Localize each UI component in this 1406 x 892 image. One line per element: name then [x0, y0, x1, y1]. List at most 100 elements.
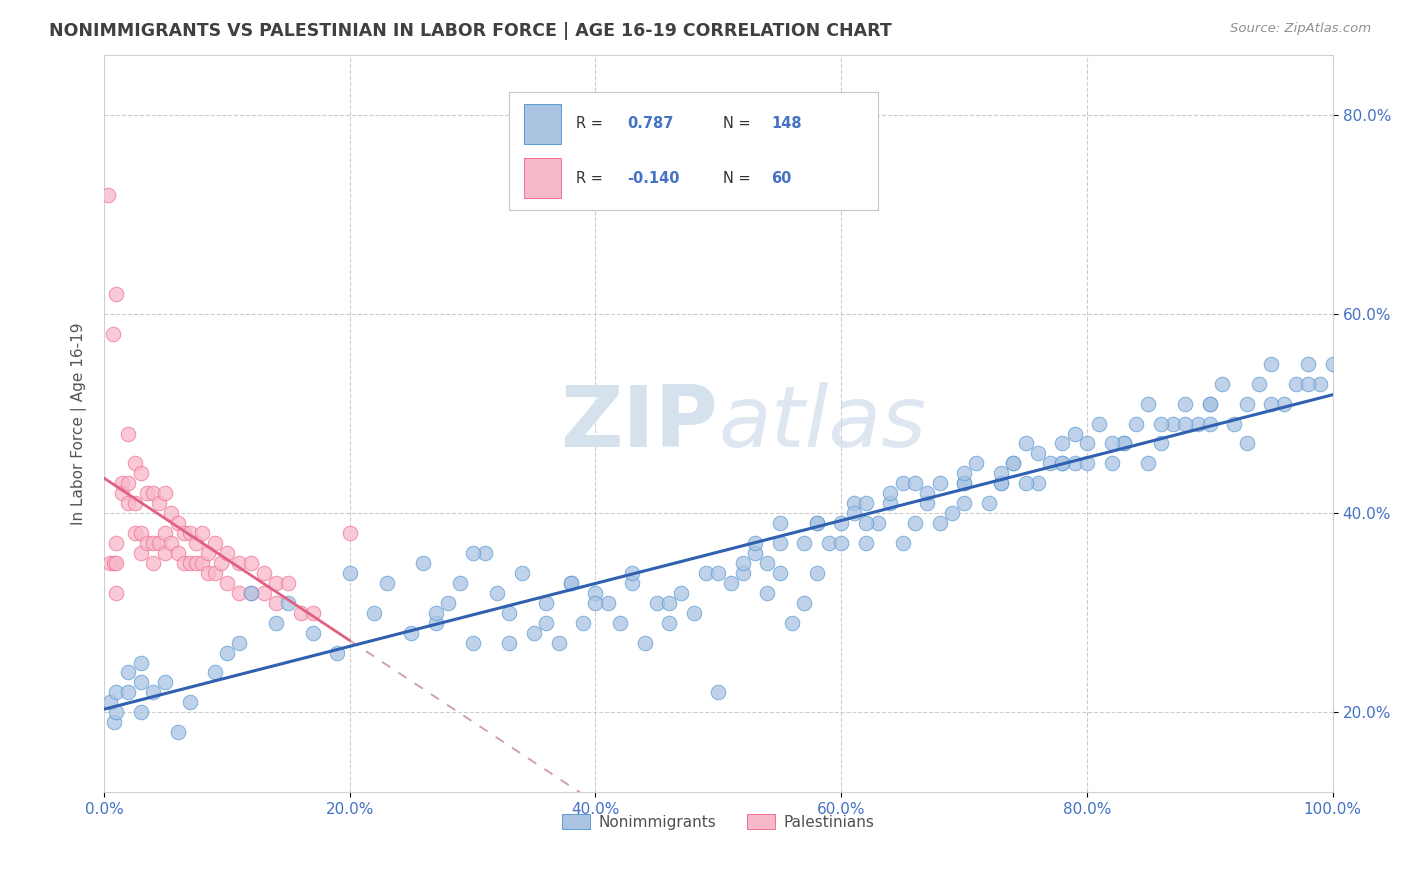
Point: [184, 536, 207, 550]
Point: [658, 615, 681, 630]
Point: [658, 596, 681, 610]
Point: [425, 606, 447, 620]
Point: [915, 496, 938, 510]
Point: [523, 625, 546, 640]
Point: [842, 496, 865, 510]
Point: [645, 596, 668, 610]
Point: [179, 556, 201, 570]
Point: [1247, 376, 1270, 391]
Point: [1236, 397, 1258, 411]
Point: [111, 476, 134, 491]
Point: [449, 575, 471, 590]
Point: [891, 536, 914, 550]
Point: [1199, 417, 1222, 431]
Point: [191, 526, 214, 541]
Text: NONIMMIGRANTS VS PALESTINIAN IN LABOR FORCE | AGE 16-19 CORRELATION CHART: NONIMMIGRANTS VS PALESTINIAN IN LABOR FO…: [49, 22, 891, 40]
Point: [842, 506, 865, 520]
Legend: Nonimmigrants, Palestinians: Nonimmigrants, Palestinians: [555, 808, 880, 836]
Point: [301, 625, 323, 640]
Point: [461, 546, 484, 560]
Point: [339, 566, 361, 580]
Point: [1187, 417, 1209, 431]
Point: [148, 536, 170, 550]
Point: [215, 546, 238, 560]
Point: [806, 516, 828, 530]
Point: [572, 615, 595, 630]
Point: [124, 496, 146, 510]
Point: [633, 635, 655, 649]
Point: [204, 665, 226, 680]
Point: [1101, 436, 1123, 450]
Point: [879, 496, 901, 510]
Point: [953, 476, 976, 491]
Point: [264, 596, 287, 610]
Point: [264, 615, 287, 630]
Point: [301, 606, 323, 620]
Point: [103, 556, 125, 570]
Point: [117, 476, 139, 491]
Point: [124, 456, 146, 470]
Point: [155, 526, 177, 541]
Point: [756, 556, 779, 570]
Point: [1076, 456, 1098, 470]
Point: [1137, 397, 1160, 411]
Point: [160, 506, 183, 520]
Point: [215, 646, 238, 660]
Point: [135, 486, 157, 500]
Point: [375, 575, 398, 590]
Point: [117, 665, 139, 680]
Point: [240, 586, 263, 600]
Point: [253, 566, 276, 580]
Point: [756, 586, 779, 600]
Point: [105, 685, 128, 699]
Point: [101, 326, 124, 341]
Point: [277, 596, 299, 610]
Point: [105, 536, 128, 550]
Point: [339, 526, 361, 541]
Point: [155, 675, 177, 690]
Point: [240, 556, 263, 570]
Point: [731, 556, 754, 570]
Point: [148, 496, 170, 510]
Point: [105, 287, 128, 301]
Point: [129, 675, 152, 690]
Point: [1052, 436, 1074, 450]
Point: [990, 467, 1012, 481]
Point: [695, 566, 717, 580]
Point: [1052, 456, 1074, 470]
Point: [129, 526, 152, 541]
Point: [103, 715, 125, 730]
Point: [547, 635, 569, 649]
Point: [720, 575, 742, 590]
Point: [769, 536, 792, 550]
Point: [928, 516, 950, 530]
Point: [621, 575, 644, 590]
Point: [105, 586, 128, 600]
Point: [1174, 397, 1197, 411]
Point: [1026, 476, 1049, 491]
Point: [363, 606, 385, 620]
Point: [155, 486, 177, 500]
Text: atlas: atlas: [718, 382, 927, 465]
Point: [135, 536, 157, 550]
Point: [173, 556, 195, 570]
Point: [1260, 397, 1282, 411]
Point: [461, 635, 484, 649]
Point: [1236, 436, 1258, 450]
Point: [1150, 417, 1173, 431]
Point: [142, 536, 165, 550]
Point: [437, 596, 460, 610]
Point: [1150, 436, 1173, 450]
Point: [425, 615, 447, 630]
Point: [253, 586, 276, 600]
Point: [928, 476, 950, 491]
Point: [166, 725, 188, 739]
Point: [1125, 417, 1147, 431]
Point: [142, 556, 165, 570]
Point: [879, 486, 901, 500]
Point: [1052, 456, 1074, 470]
Point: [953, 496, 976, 510]
Point: [1112, 436, 1135, 450]
Point: [855, 536, 877, 550]
Point: [129, 656, 152, 670]
